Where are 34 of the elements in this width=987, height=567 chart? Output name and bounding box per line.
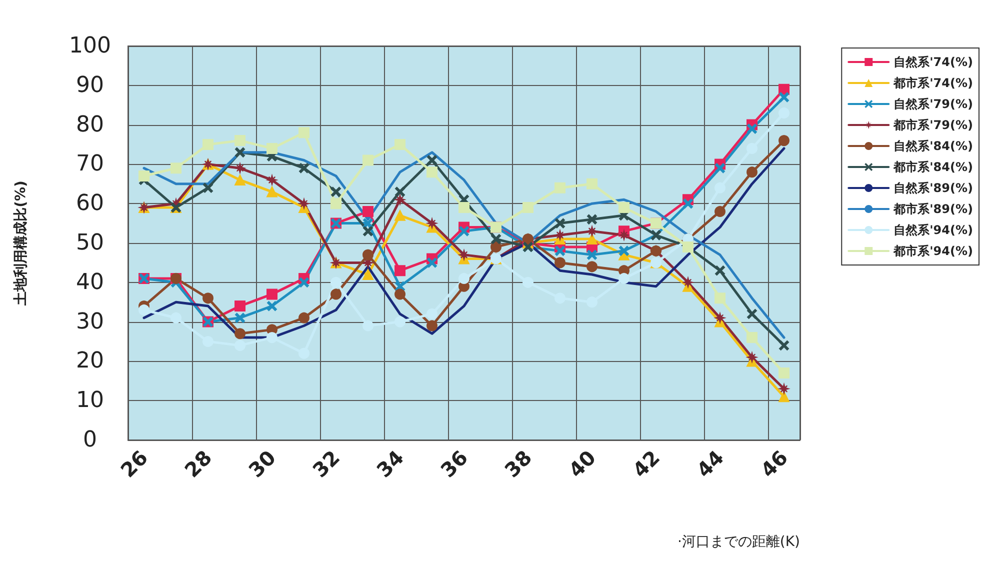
x-tick-label: 40	[564, 446, 600, 482]
legend-label: 自然系'79(%)	[894, 97, 974, 111]
x-tick-label: 42	[628, 446, 664, 482]
legend-label: 自然系'84(%)	[894, 139, 974, 153]
y-tick-label: 20	[76, 348, 104, 374]
x-axis-title: ·河口までの距離(K)	[677, 534, 800, 550]
x-tick-label: 38	[500, 446, 536, 482]
y-tick-label: 50	[76, 230, 104, 256]
legend-label: 自然系'89(%)	[894, 181, 974, 195]
y-tick-label: 40	[76, 270, 104, 295]
x-tick-label: 44	[692, 446, 728, 482]
y-tick-label: 80	[76, 112, 104, 138]
y-axis-title: 土地利用構成比(%)	[13, 180, 29, 306]
x-tick-label: 28	[180, 446, 216, 482]
y-tick-label: 10	[76, 388, 104, 414]
x-tick-label: 34	[372, 446, 408, 482]
x-tick-label: 26	[116, 446, 152, 482]
y-tick-label: 90	[76, 72, 104, 98]
y-tick-label: 0	[83, 428, 97, 452]
legend-label: 都市系'94(%)	[892, 244, 974, 258]
x-tick-label: 30	[244, 446, 280, 482]
legend-label: 都市系'84(%)	[892, 160, 974, 174]
legend-label: 都市系'89(%)	[892, 202, 974, 216]
y-tick-label: 70	[76, 152, 104, 177]
legend-label: 都市系'74(%)	[892, 76, 974, 90]
legend-label: 都市系'79(%)	[892, 118, 974, 132]
legend-label: 自然系'74(%)	[894, 55, 974, 69]
y-tick-label: 30	[76, 309, 104, 334]
y-tick-label: 60	[76, 191, 104, 216]
x-tick-label: 46	[756, 446, 792, 482]
y-tick-label: 100	[69, 34, 111, 58]
legend-label: 自然系'94(%)	[894, 223, 974, 237]
x-tick-label: 32	[308, 446, 344, 482]
x-tick-label: 36	[436, 446, 472, 482]
